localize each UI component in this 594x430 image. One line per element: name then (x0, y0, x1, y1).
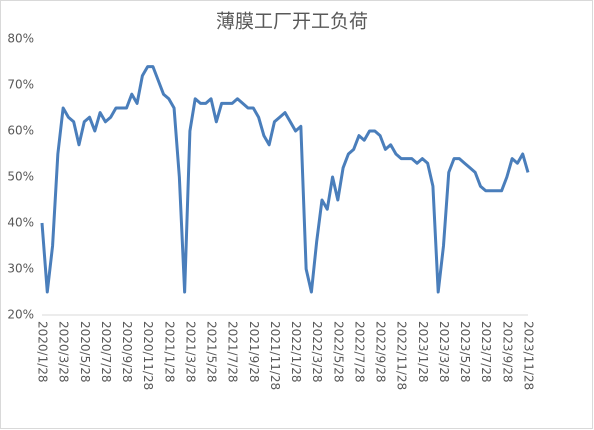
y-tick-label: 20% (7, 308, 34, 322)
chart-title: 薄膜工厂开工负荷 (216, 11, 368, 33)
x-tick-label: 2022/7/28 (352, 321, 366, 383)
x-tick-label: 2021/11/28 (268, 321, 282, 390)
x-tick-label: 2020/11/28 (141, 321, 155, 390)
x-tick-label: 2021/5/28 (205, 321, 219, 383)
y-tick-label: 30% (7, 262, 34, 276)
x-tick-label: 2020/1/28 (36, 321, 50, 383)
x-tick-label: 2023/7/28 (479, 321, 493, 383)
x-tick-label: 2022/5/28 (331, 321, 345, 383)
x-tick-label: 2022/3/28 (310, 321, 324, 383)
x-tick-label: 2023/3/28 (437, 321, 451, 383)
x-tick-label: 2023/1/28 (416, 321, 430, 383)
y-tick-label: 60% (7, 124, 34, 138)
y-tick-label: 40% (7, 216, 34, 230)
x-tick-label: 2020/9/28 (120, 321, 134, 383)
x-tick-label: 2020/3/28 (57, 321, 71, 383)
x-tick-label: 2020/5/28 (78, 321, 92, 383)
x-tick-label: 2021/7/28 (226, 321, 240, 383)
x-tick-label: 2023/11/28 (522, 321, 536, 390)
x-tick-label: 2022/9/28 (374, 321, 388, 383)
y-tick-label: 50% (7, 170, 34, 184)
y-tick-label: 70% (7, 78, 34, 92)
x-tick-label: 2023/9/28 (500, 321, 514, 383)
data-line (40, 65, 530, 294)
y-tick-label: 80% (7, 32, 34, 46)
x-tick-label: 2021/1/28 (162, 321, 176, 383)
x-tick-label: 2020/7/28 (99, 321, 113, 383)
x-tick-label: 2022/11/28 (395, 321, 409, 390)
x-tick-label: 2022/1/28 (289, 321, 303, 383)
x-tick-label: 2023/5/28 (458, 321, 472, 383)
x-tick-label: 2021/9/28 (247, 321, 261, 383)
x-tick-label: 2021/3/28 (183, 321, 197, 383)
